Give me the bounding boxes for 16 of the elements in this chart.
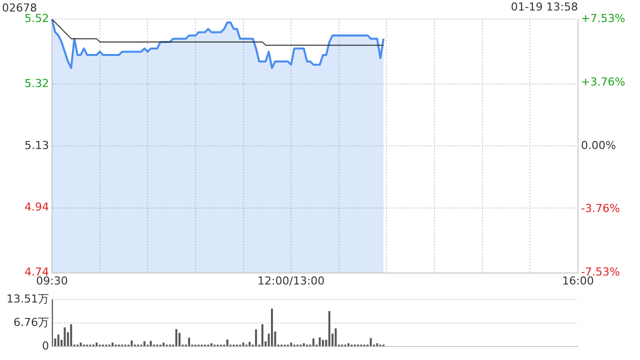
y2-tick-label: +7.53% xyxy=(581,12,626,26)
y-tick-label: 4.94 xyxy=(24,200,49,214)
y-tick-label: 13.51万 xyxy=(6,292,49,306)
y-tick-label: 5.52 xyxy=(24,12,49,26)
y-tick-label: 6.76万 xyxy=(14,316,49,329)
y2-tick-label: -3.76% xyxy=(581,202,620,216)
x-tick-label: 16:00 xyxy=(562,274,594,288)
chart-title: 02678 xyxy=(2,1,37,14)
y2-tick-label: +3.76% xyxy=(581,76,626,89)
x-tick-label: 12:00/13:00 xyxy=(258,274,325,288)
text: 01-19 13:58 xyxy=(510,0,578,14)
y2-tick-label: 0.00% xyxy=(581,138,616,152)
x-tick-label: 09:30 xyxy=(36,274,68,288)
y-tick-label: 5.13 xyxy=(24,138,49,152)
y-tick-label: 0 xyxy=(42,339,49,352)
y-tick-label: 5.32 xyxy=(24,77,49,90)
